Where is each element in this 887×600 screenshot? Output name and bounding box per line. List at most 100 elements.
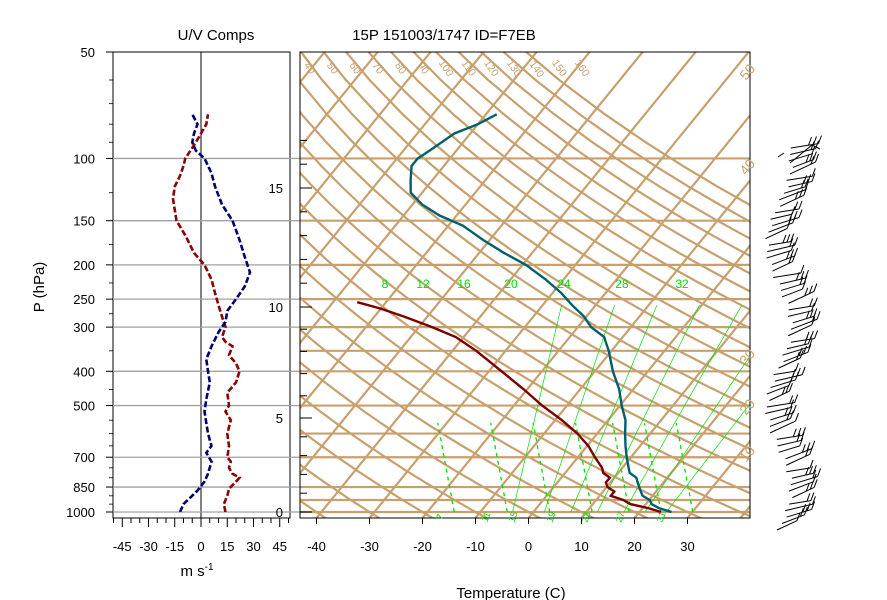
dry-adiabat xyxy=(344,52,750,349)
wind-barb xyxy=(779,189,806,201)
wind-barb xyxy=(788,481,814,492)
wind-barb-flag xyxy=(791,368,796,378)
dry-adiabat xyxy=(300,463,382,518)
uv-y-tick-label: 100 xyxy=(73,151,95,166)
moist-adiabat xyxy=(574,422,593,513)
isotherm xyxy=(474,178,750,518)
wind-barb-flag xyxy=(800,264,805,274)
uv-y-tick-label: 400 xyxy=(73,364,95,379)
mixing-ratio-line xyxy=(597,304,700,513)
wind-barbs xyxy=(765,135,822,531)
dry-adiabat xyxy=(300,52,750,388)
isotherm xyxy=(794,46,887,518)
wind-barb-flag xyxy=(811,501,816,510)
wind-barb-flag xyxy=(802,280,806,290)
wind-barb xyxy=(766,384,790,395)
wind-barb xyxy=(776,520,798,531)
wind-barb-flag xyxy=(811,496,816,505)
wind-barb-flag xyxy=(781,386,786,395)
wind-barb-flag xyxy=(813,136,817,145)
wind-barb-flag xyxy=(813,297,818,306)
isotherm xyxy=(368,52,750,518)
temperature-profile xyxy=(409,113,672,514)
wind-barb-flag xyxy=(810,492,815,501)
wind-barb-flag xyxy=(807,344,812,353)
dry-adiabat-label: 10 xyxy=(736,443,758,465)
wind-barb-flag xyxy=(789,395,794,404)
isotherm xyxy=(300,52,592,410)
mixing-ratio-label: 8 xyxy=(382,277,389,291)
mixing-ratio-line xyxy=(544,305,615,513)
wind-barb xyxy=(773,272,801,278)
wind-barb xyxy=(790,318,818,330)
skewt-chart-title: 15P 151003/1747 ID=F7EB xyxy=(352,27,536,44)
wind-barb xyxy=(791,472,814,479)
wind-barb-flag xyxy=(812,151,817,160)
wind-barb xyxy=(772,217,800,227)
wind-barb xyxy=(782,346,810,356)
wind-barb-flag xyxy=(799,437,804,447)
dry-adiabat xyxy=(300,140,750,451)
wind-barb-flag xyxy=(790,242,795,251)
dry-adiabat xyxy=(300,80,750,409)
dry-adiabat xyxy=(300,110,750,429)
moist-adiabat xyxy=(675,422,694,513)
skewt-profiles xyxy=(356,113,672,514)
isotherm xyxy=(300,52,486,280)
wind-barb xyxy=(788,324,813,337)
wind-barb-flag xyxy=(794,201,799,210)
wind-barb-flag xyxy=(806,493,811,502)
isotherm xyxy=(0,46,171,518)
mixing-ratio-label: 12 xyxy=(416,277,430,291)
wind-barb xyxy=(777,152,785,158)
wind-barb xyxy=(786,467,811,473)
isotherm xyxy=(315,52,698,518)
mixing-ratio-label: 28 xyxy=(615,277,629,291)
isotherm-label: 100 xyxy=(436,58,456,79)
isotherm xyxy=(0,46,118,518)
wind-barb xyxy=(788,305,815,311)
wind-barb-flag xyxy=(809,309,814,318)
wind-barb xyxy=(786,175,813,181)
uv-x-tick-labels: -45 -30 -15 0 15 30 45 xyxy=(113,518,289,554)
wind-barb-flag xyxy=(808,285,813,294)
wind-barb-flag xyxy=(803,345,807,355)
wind-barb-flag xyxy=(786,250,790,260)
wind-barb-flag xyxy=(803,175,808,184)
mixing-ratio-label: 16 xyxy=(457,277,471,291)
skewt-plot-frame xyxy=(299,51,751,519)
skewt-height-tick-labels: 0 5 10 15 xyxy=(269,139,312,520)
wind-barb-flag xyxy=(806,502,811,511)
moist-adiabat xyxy=(532,422,551,513)
wind-barb-flag xyxy=(795,412,799,422)
wind-barb-flag xyxy=(794,237,799,246)
wind-barb xyxy=(781,288,803,298)
wind-barb-flag xyxy=(796,433,801,442)
height-tick-label: 15 xyxy=(269,181,283,196)
wind-barb-flag xyxy=(798,200,803,210)
height-tick-label: 5 xyxy=(276,411,283,426)
dry-adiabat xyxy=(300,328,596,518)
wind-barb-flag xyxy=(800,432,805,441)
isotherm-label: 150 xyxy=(549,58,569,79)
mixing-ratio-line xyxy=(666,403,750,513)
wind-barb-flag xyxy=(814,330,819,339)
wind-barb-flag xyxy=(804,181,809,190)
wind-barb xyxy=(773,370,796,376)
isotherm-label: 90 xyxy=(415,60,432,77)
wind-barb-flag xyxy=(790,249,795,258)
isotherm-label: 70 xyxy=(369,60,386,77)
wind-barb xyxy=(787,310,812,317)
wind-barb-flag xyxy=(794,247,799,257)
mixing-ratio-line xyxy=(512,305,562,513)
wind-barb-flag xyxy=(792,428,797,437)
wind-barb-flag xyxy=(803,275,808,284)
dry-adiabat xyxy=(322,52,750,368)
uv-chart-title: U/V Comps xyxy=(178,27,255,44)
moist-adiabat xyxy=(611,422,630,513)
wind-barb xyxy=(774,374,803,382)
wind-barb-flag xyxy=(812,465,817,474)
wind-barb-flag xyxy=(788,383,793,392)
uv-panel: U/V Comps 100085070050040030025020015010… xyxy=(31,27,300,580)
